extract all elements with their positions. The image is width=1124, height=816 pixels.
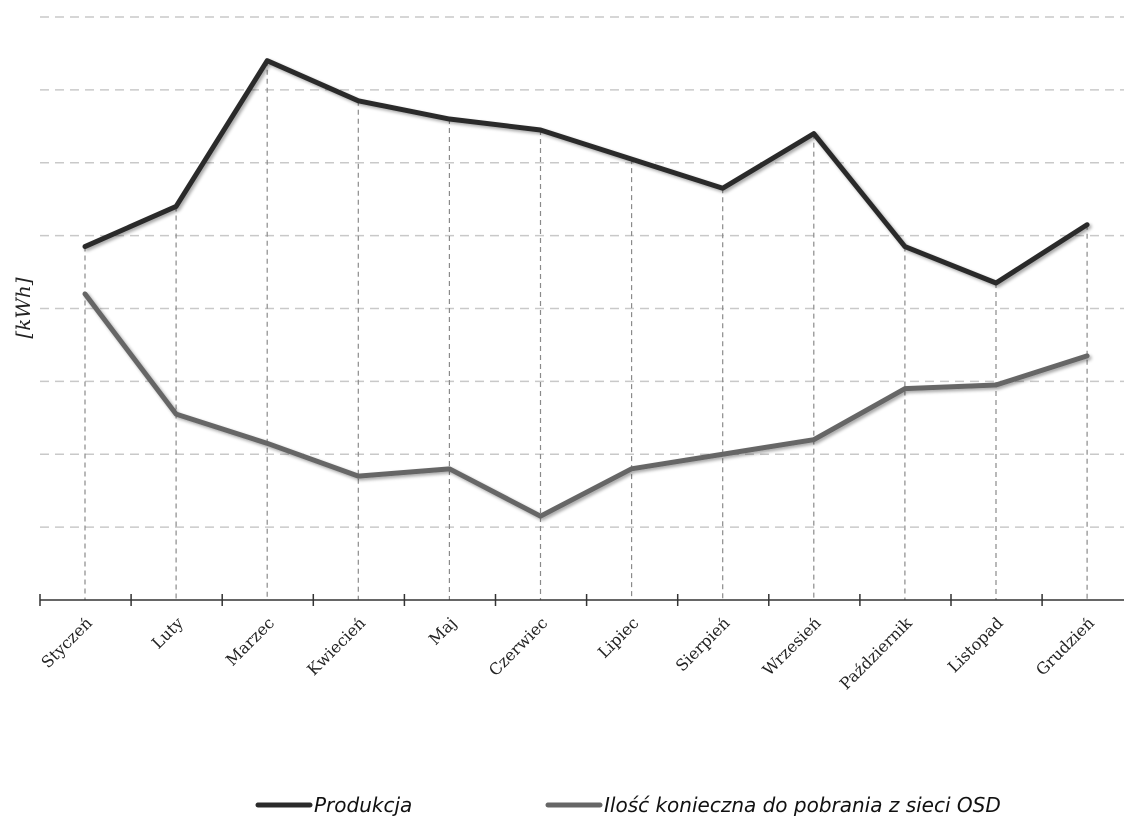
- x-tick-label: Wrzesień: [759, 613, 825, 679]
- x-tick-label: Lipiec: [594, 613, 642, 661]
- x-tick-labels: Styczeń Luty Marzec Kwiecień Maj Czerwiec Lipi…: [37, 613, 1098, 693]
- data-point: [812, 132, 816, 136]
- x-tick-label: Listopad: [944, 613, 1007, 676]
- data-point: [447, 467, 451, 471]
- data-point: [630, 467, 634, 471]
- x-tick-label: Grudzień: [1032, 613, 1098, 679]
- series-line-produkcja: [82, 58, 1090, 286]
- data-point: [1085, 223, 1089, 227]
- x-tick-label: Październik: [836, 613, 916, 693]
- data-point: [721, 186, 725, 190]
- data-point: [265, 59, 269, 63]
- x-tick-label: Styczeń: [37, 613, 95, 671]
- x-tick-label: Maj: [425, 613, 460, 648]
- vertical-drop-lines: [84, 60, 1088, 600]
- series-line-pobranie-osd: [82, 291, 1090, 519]
- data-point: [812, 438, 816, 442]
- data-point: [356, 99, 360, 103]
- data-point: [903, 245, 907, 249]
- data-point: [903, 387, 907, 391]
- x-tick-label: Luty: [148, 613, 187, 652]
- horizontal-gridlines: [40, 16, 1124, 528]
- data-point: [539, 128, 542, 132]
- data-point: [994, 383, 998, 387]
- data-point: [1085, 354, 1089, 358]
- data-point: [174, 412, 178, 416]
- x-tick-label: Sierpień: [672, 613, 734, 675]
- data-point: [356, 474, 360, 478]
- x-tick-label: Czerwiec: [485, 613, 552, 680]
- data-point: [539, 514, 542, 518]
- data-point: [265, 441, 269, 445]
- data-point: [721, 452, 725, 456]
- series-lines: [82, 58, 1090, 519]
- legend-label: Produkcja: [314, 793, 412, 816]
- data-point: [630, 157, 634, 161]
- x-tick-label: Kwiecień: [303, 613, 369, 679]
- data-point: [994, 281, 998, 285]
- x-tick-label: Marzec: [222, 613, 278, 669]
- legend-label: Ilość konieczna do pobrania z sieci OSD: [604, 793, 1001, 816]
- legend: Produkcja Ilość konieczna do pobrania z s…: [255, 793, 1001, 816]
- x-axis: [39, 594, 1124, 606]
- data-point: [447, 117, 451, 121]
- data-point: [83, 292, 87, 296]
- y-axis-label: [kWh]: [11, 277, 35, 338]
- data-point: [174, 204, 178, 208]
- data-point: [83, 245, 87, 249]
